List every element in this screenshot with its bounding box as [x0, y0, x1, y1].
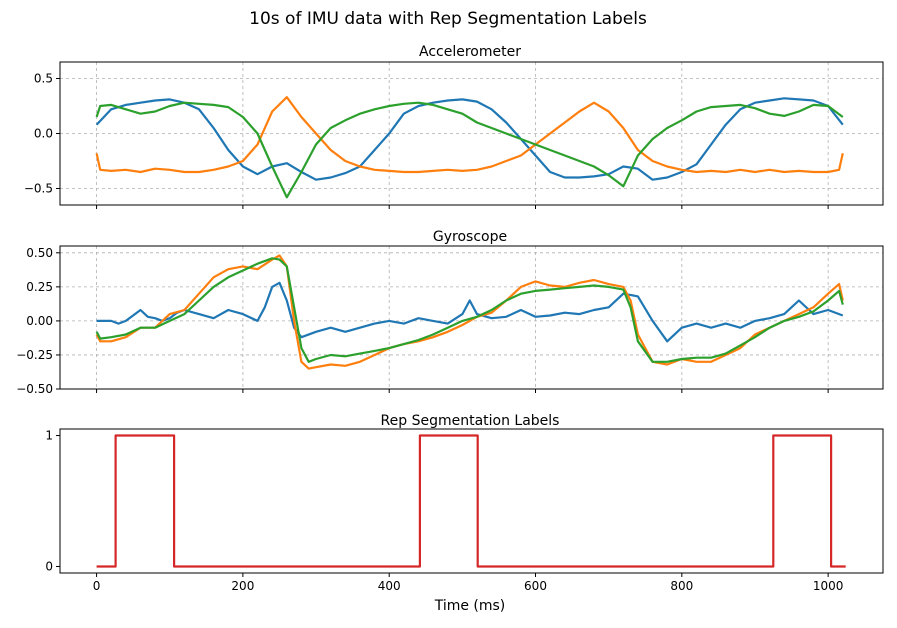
accel-x-line	[95, 97, 844, 181]
accel-z-line	[95, 101, 844, 199]
rep-y-tick-label: 0	[45, 559, 53, 573]
rep-labels-title: Rep Segmentation Labels	[381, 413, 560, 429]
rep-y-tick-label: 1	[45, 429, 53, 443]
gyro-y-tick-label: 0.00	[26, 314, 53, 328]
gyro-y-tick-label: 0.50	[26, 246, 53, 260]
accel-y-tick-label: −0.5	[24, 182, 53, 196]
rep-labels-panel: Rep Segmentation Labels Time (ms) 0 200 40…	[45, 413, 884, 614]
gyro-y-tick-label: −0.25	[16, 348, 53, 362]
accel-y-tick-label: 0.5	[34, 72, 53, 86]
accel-y-tick-label: 0.0	[34, 127, 53, 141]
gyro-axes-frame	[59, 245, 884, 390]
gyro-z-line	[95, 257, 844, 363]
rep-x-tick-label: 200	[231, 579, 254, 593]
rep-x-tick-label: 800	[670, 579, 693, 593]
gyro-y-line	[95, 254, 844, 370]
accel-y-line	[95, 96, 844, 174]
accelerometer-title: Accelerometer	[419, 44, 521, 60]
rep-label-line	[96, 434, 846, 568]
rep-axes-frame	[59, 428, 884, 574]
rep-x-tick-label: 0	[93, 579, 101, 593]
gyro-y-tick-label: −0.50	[16, 382, 53, 396]
figure-title: 10s of IMU data with Rep Segmentation La…	[249, 9, 647, 29]
accelerometer-panel: Accelerometer −0.5 0.0 0.5	[24, 44, 884, 209]
rep-x-tick-label: 600	[524, 579, 547, 593]
x-axis-label: Time (ms)	[434, 598, 506, 614]
gyroscope-title: Gyroscope	[433, 229, 507, 245]
rep-x-tick-label: 400	[378, 579, 401, 593]
gyro-y-tick-label: 0.25	[26, 280, 53, 294]
gyroscope-panel: Gyroscope −0.50 −0.25 0.00 0.25 0.50	[16, 229, 884, 396]
rep-x-tick-label: 1000	[813, 579, 844, 593]
